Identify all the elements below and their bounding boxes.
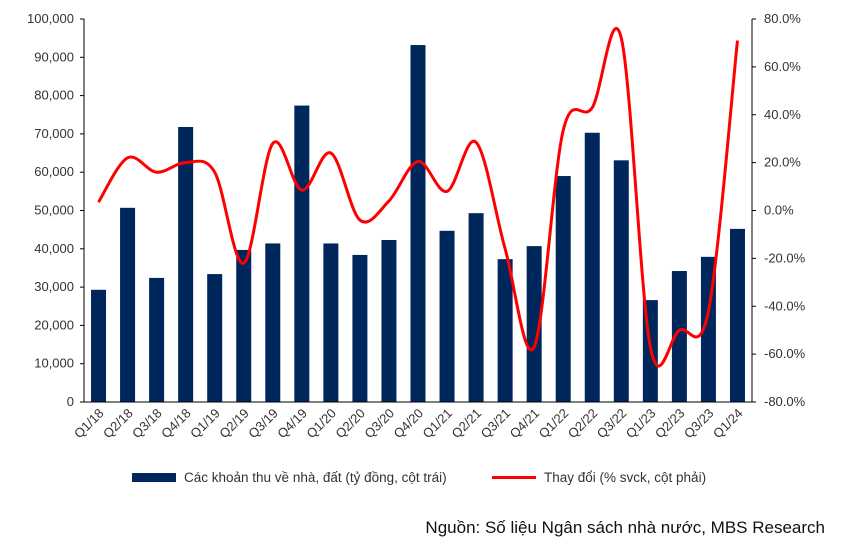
legend-item-bar: Các khoản thu về nhà, đất (tỷ đồng, cột …	[132, 470, 447, 485]
bar-Q4/21	[526, 246, 542, 402]
x-tick-label: Q3/19	[245, 406, 281, 442]
left-tick-label: 100,000	[27, 11, 74, 26]
bar-Q4/20	[410, 45, 426, 402]
bar-Q1/20	[323, 243, 339, 402]
x-tick-label: Q2/23	[652, 406, 688, 442]
bar-Q2/22	[584, 132, 600, 402]
x-tick-label: Q2/18	[100, 406, 136, 442]
bar-Q3/20	[381, 239, 397, 402]
legend-line-swatch	[492, 476, 536, 479]
right-tick-label: 80.0%	[764, 11, 801, 26]
left-tick-label: 10,000	[34, 356, 74, 371]
bar-Q2/21	[468, 213, 484, 402]
legend-bar-label: Các khoản thu về nhà, đất (tỷ đồng, cột …	[184, 470, 447, 485]
bar-Q3/22	[613, 160, 629, 402]
legend-line-label: Thay đổi (% svck, cột phải)	[544, 470, 707, 485]
bar-Q2/18	[120, 207, 136, 402]
x-tick-label: Q3/18	[129, 406, 165, 442]
right-tick-label: 40.0%	[764, 107, 801, 122]
x-tick-label: Q3/22	[594, 406, 630, 442]
right-tick-label: 0.0%	[764, 203, 794, 218]
bar-Q1/21	[439, 230, 455, 402]
left-tick-label: 90,000	[34, 49, 74, 64]
bar-Q4/18	[178, 127, 194, 403]
bar-Q1/18	[91, 289, 107, 402]
legend-bar-swatch	[132, 473, 176, 482]
x-tick-label: Q4/21	[507, 406, 543, 442]
right-tick-label: -80.0%	[764, 394, 806, 409]
x-tick-label: Q2/22	[565, 406, 601, 442]
x-tick-label: Q1/19	[187, 406, 223, 442]
bar-Q1/22	[555, 176, 571, 402]
x-tick-label: Q2/20	[332, 406, 368, 442]
left-tick-label: 40,000	[34, 241, 74, 256]
right-tick-label: 60.0%	[764, 59, 801, 74]
bar-Q1/24	[729, 228, 745, 402]
x-tick-label: Q4/18	[158, 406, 194, 442]
x-tick-label: Q1/20	[303, 406, 339, 442]
right-tick-label: -60.0%	[764, 346, 806, 361]
x-tick-label: Q2/21	[449, 406, 485, 442]
x-tick-label: Q4/19	[274, 406, 310, 442]
left-tick-label: 20,000	[34, 317, 74, 332]
x-tick-label: Q1/22	[536, 406, 572, 442]
left-tick-label: 60,000	[34, 164, 74, 179]
x-tick-label: Q3/21	[478, 406, 514, 442]
left-tick-label: 70,000	[34, 126, 74, 141]
combo-chart: 0 10,000 20,000 30,000 40,000 50,000 60,000 70,…	[27, 11, 806, 442]
bar-Q4/19	[294, 105, 310, 403]
x-tick-label: Q1/23	[623, 406, 659, 442]
left-tick-label: 50,000	[34, 203, 74, 218]
x-tick-label: Q1/21	[420, 406, 456, 442]
x-tick-label: Q1/24	[710, 406, 746, 442]
bar-Q3/21	[497, 259, 513, 402]
bar-Q2/20	[352, 254, 368, 402]
x-tick-label: Q4/20	[390, 406, 426, 442]
x-tick-label: Q3/23	[681, 406, 717, 442]
bar-Q3/19	[265, 243, 281, 402]
right-tick-label: -20.0%	[764, 250, 806, 265]
yoy-change-line	[97, 26, 739, 368]
source-note: Nguồn: Số liệu Ngân sách nhà nước, MBS R…	[425, 518, 825, 537]
legend-item-line: Thay đổi (% svck, cột phải)	[492, 470, 706, 485]
right-tick-label: 20.0%	[764, 155, 801, 170]
left-tick-label: 80,000	[34, 88, 74, 103]
bar-Q1/19	[207, 274, 223, 402]
right-tick-label: -40.0%	[764, 298, 806, 313]
left-tick-label: 0	[67, 394, 74, 409]
bar-Q3/18	[149, 277, 165, 402]
bar-Q2/23	[671, 271, 687, 402]
x-tick-label: Q1/18	[71, 406, 107, 442]
left-tick-label: 30,000	[34, 279, 74, 294]
x-tick-label: Q3/20	[361, 406, 397, 442]
x-tick-label: Q2/19	[216, 406, 252, 442]
bar-Q2/19	[236, 249, 252, 402]
